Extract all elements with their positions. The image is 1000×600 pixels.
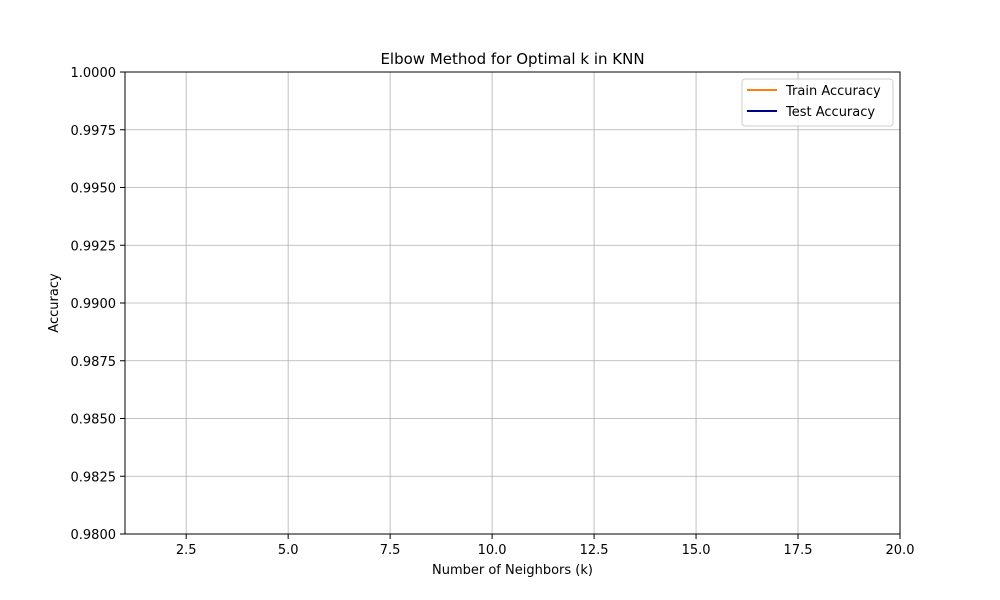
x-axis-label: Number of Neighbors (k): [432, 563, 593, 578]
y-tick-label: 0.9825: [71, 470, 117, 485]
x-axis-ticks: 2.5 5.0 7.5 10.0 12.5 15.0 17.5 20.0: [176, 534, 915, 558]
y-tick-label: 0.9900: [71, 297, 117, 312]
y-tick-label: 0.9950: [71, 182, 117, 197]
x-tick-label: 12.5: [580, 543, 609, 558]
y-tick-label: 0.9975: [71, 124, 117, 139]
y-tick-label: 0.9850: [71, 413, 117, 428]
legend: Train Accuracy Test Accuracy: [741, 78, 894, 127]
legend-box: [741, 78, 894, 127]
x-tick-label: 17.5: [784, 543, 813, 558]
x-tick-label: 2.5: [176, 543, 197, 558]
y-tick-label: 1.0000: [71, 66, 117, 81]
x-tick-label: 15.0: [682, 543, 711, 558]
y-axis-label: Accuracy: [47, 273, 62, 333]
x-tick-label: 5.0: [278, 543, 299, 558]
legend-label-train-accuracy: Train Accuracy: [785, 84, 881, 99]
y-tick-label: 0.9925: [71, 239, 117, 254]
legend-label-test-accuracy: Test Accuracy: [785, 105, 875, 120]
x-tick-label: 7.5: [380, 543, 401, 558]
chart-title: Elbow Method for Optimal k in KNN: [380, 50, 644, 68]
y-tick-label: 0.9875: [71, 355, 117, 370]
x-tick-label: 20.0: [886, 543, 915, 558]
y-tick-label: 0.9800: [71, 528, 117, 543]
x-tick-label: 10.0: [478, 543, 507, 558]
y-axis-ticks: 0.9800 0.9825 0.9850 0.9875 0.9900 0.9925 0.99…: [71, 66, 125, 543]
